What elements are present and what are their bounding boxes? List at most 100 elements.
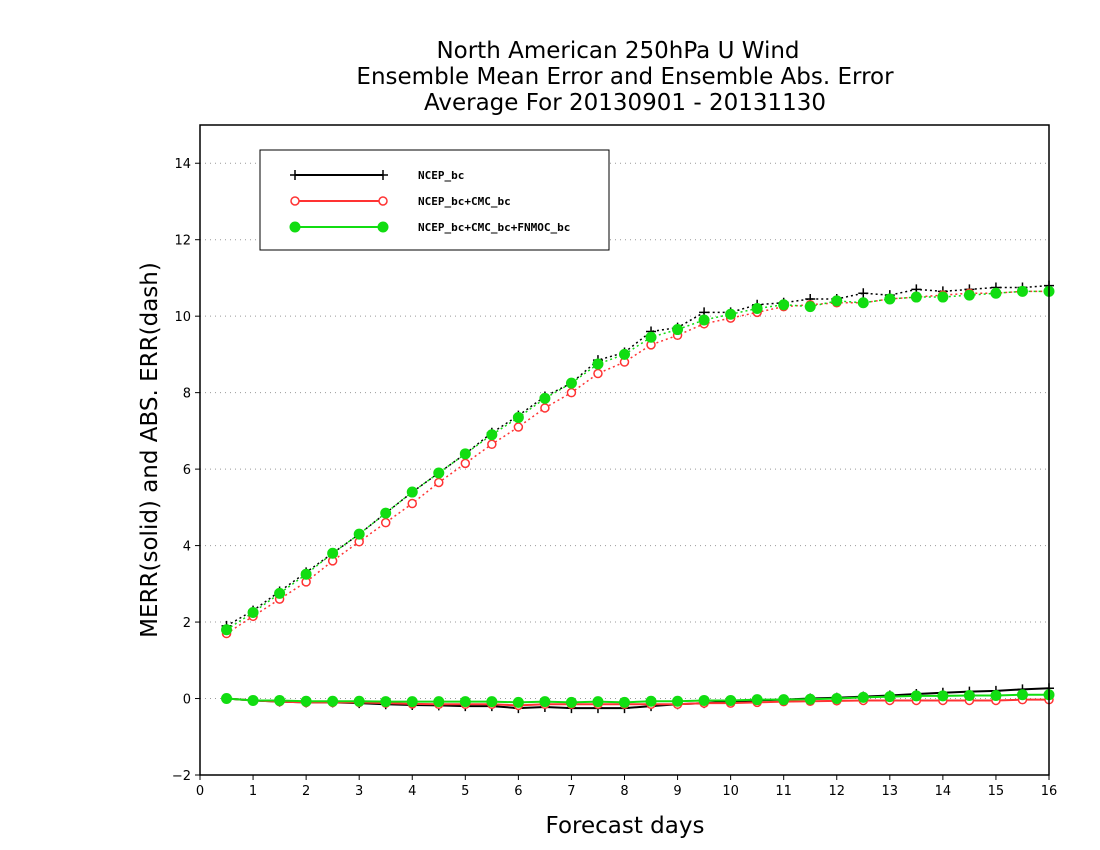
abs-point-2-28 <box>963 289 975 301</box>
abs-point-2-13 <box>565 377 577 389</box>
mean-point-2-7 <box>406 696 418 708</box>
x-tick-label-6: 6 <box>514 784 522 799</box>
mean-point-2-28 <box>963 689 975 701</box>
mean-point-2-4 <box>327 695 339 707</box>
mean-point-2-21 <box>778 694 790 706</box>
series-1 <box>221 286 1054 711</box>
abs-point-2-2 <box>274 587 286 599</box>
x-tick-label-15: 15 <box>988 784 1005 799</box>
legend-marker-end-1 <box>378 196 388 206</box>
y-axis-ticks: −2 0 2 4 6 8 10 12 14 <box>172 157 200 784</box>
mean-point-2-12 <box>539 696 551 708</box>
mean-point-2-27 <box>937 690 949 702</box>
abs-point-2-30 <box>1016 285 1028 297</box>
series-layer <box>221 280 1055 714</box>
abs-point-1-14 <box>593 368 603 379</box>
abs-point-1-10 <box>487 439 497 450</box>
abs-point-2-14 <box>592 358 604 370</box>
abs-point-1-7 <box>407 498 417 509</box>
mean-point-2-16 <box>645 695 657 707</box>
x-tick-label-7: 7 <box>567 784 575 799</box>
x-tick-label-11: 11 <box>775 784 792 799</box>
legend-label-0: NCEP_bc <box>418 169 464 182</box>
abs-point-2-10 <box>486 429 498 441</box>
legend-label-1: NCEP_bc+CMC_bc <box>418 195 511 208</box>
mean-point-2-30 <box>1016 689 1028 701</box>
abs-point-2-3 <box>300 568 312 580</box>
abs-point-2-27 <box>937 291 949 303</box>
mean-point-2-14 <box>592 696 604 708</box>
abs-point-2-1 <box>247 607 259 618</box>
abs-point-2-4 <box>327 547 339 559</box>
abs-point-0-24 <box>858 288 869 299</box>
y-axis-label: MERR(solid) and ABS. ERR(dash) <box>137 262 163 638</box>
y-tick-label-0: −2 <box>172 769 191 784</box>
abs-point-1-9 <box>460 458 471 469</box>
mean-point-2-8 <box>433 696 445 708</box>
y-tick-label-6: 10 <box>174 310 191 325</box>
mean-point-2-13 <box>565 696 577 708</box>
mean-point-2-2 <box>274 694 286 706</box>
abs-point-1-11 <box>513 422 524 432</box>
mean-point-2-10 <box>486 696 498 708</box>
abs-point-2-8 <box>433 467 445 479</box>
mean-point-2-17 <box>672 695 684 707</box>
mean-point-2-26 <box>910 690 922 702</box>
x-tick-label-2: 2 <box>302 784 310 799</box>
abs-point-1-13 <box>566 387 577 398</box>
x-tick-label-13: 13 <box>882 784 899 799</box>
mean-point-2-25 <box>884 691 896 703</box>
mean-point-2-15 <box>619 696 630 708</box>
mean-point-2-24 <box>857 691 869 703</box>
y-tick-label-5: 8 <box>183 387 191 402</box>
chart-title: North American 250hPa U Wind Ensemble Me… <box>356 38 894 116</box>
x-axis-ticks: 0 1 2 3 4 5 6 7 8 9 10 11 12 13 14 15 16 <box>196 775 1057 799</box>
abs-point-1-12 <box>540 403 550 413</box>
mean-point-2-23 <box>831 693 843 705</box>
title-line-1: North American 250hPa U Wind <box>436 38 799 64</box>
mean-point-2-18 <box>698 694 710 706</box>
abs-point-2-17 <box>672 324 684 336</box>
abs-point-2-29 <box>990 287 1002 299</box>
abs-point-2-9 <box>459 448 471 460</box>
abs-point-2-19 <box>725 308 737 320</box>
mean-point-2-29 <box>990 689 1002 701</box>
series-2 <box>221 285 1055 708</box>
abs-point-2-11 <box>512 412 524 423</box>
y-tick-label-7: 12 <box>174 234 191 249</box>
abs-point-2-25 <box>884 293 896 305</box>
legend-label-2: NCEP_bc+CMC_bc+FNMOC_bc <box>418 221 570 234</box>
y-tick-label-2: 2 <box>183 616 191 631</box>
x-axis-label: Forecast days <box>546 813 705 839</box>
mean-point-2-1 <box>247 694 259 706</box>
abs-point-2-5 <box>353 528 365 540</box>
y-tick-label-3: 4 <box>183 540 191 555</box>
mean-point-2-22 <box>804 693 816 705</box>
abs-point-2-12 <box>539 392 551 404</box>
abs-point-2-20 <box>751 303 763 315</box>
abs-point-2-16 <box>645 331 657 343</box>
abs-point-2-7 <box>406 486 418 498</box>
abs-point-1-6 <box>380 517 391 528</box>
x-tick-label-9: 9 <box>673 784 681 799</box>
legend-marker-end-0 <box>378 170 388 180</box>
x-tick-label-10: 10 <box>722 784 739 799</box>
x-tick-label-3: 3 <box>355 784 363 799</box>
legend-marker-start-1 <box>290 196 300 206</box>
abs-point-2-15 <box>619 348 630 360</box>
abs-point-2-23 <box>831 295 843 307</box>
x-tick-label-8: 8 <box>620 784 628 799</box>
y-tick-label-8: 14 <box>174 157 191 172</box>
abs-error-line-0 <box>226 284 1050 627</box>
abs-point-2-24 <box>857 297 869 309</box>
abs-point-1-8 <box>434 477 444 488</box>
mean-point-2-5 <box>353 695 365 707</box>
x-tick-label-16: 16 <box>1041 784 1058 799</box>
legend-marker-start-0 <box>290 170 300 180</box>
x-tick-label-5: 5 <box>461 784 469 799</box>
legend-marker-end-2 <box>377 221 389 233</box>
x-tick-label-0: 0 <box>196 784 204 799</box>
mean-point-2-3 <box>300 695 312 707</box>
mean-point-2-11 <box>512 696 524 708</box>
